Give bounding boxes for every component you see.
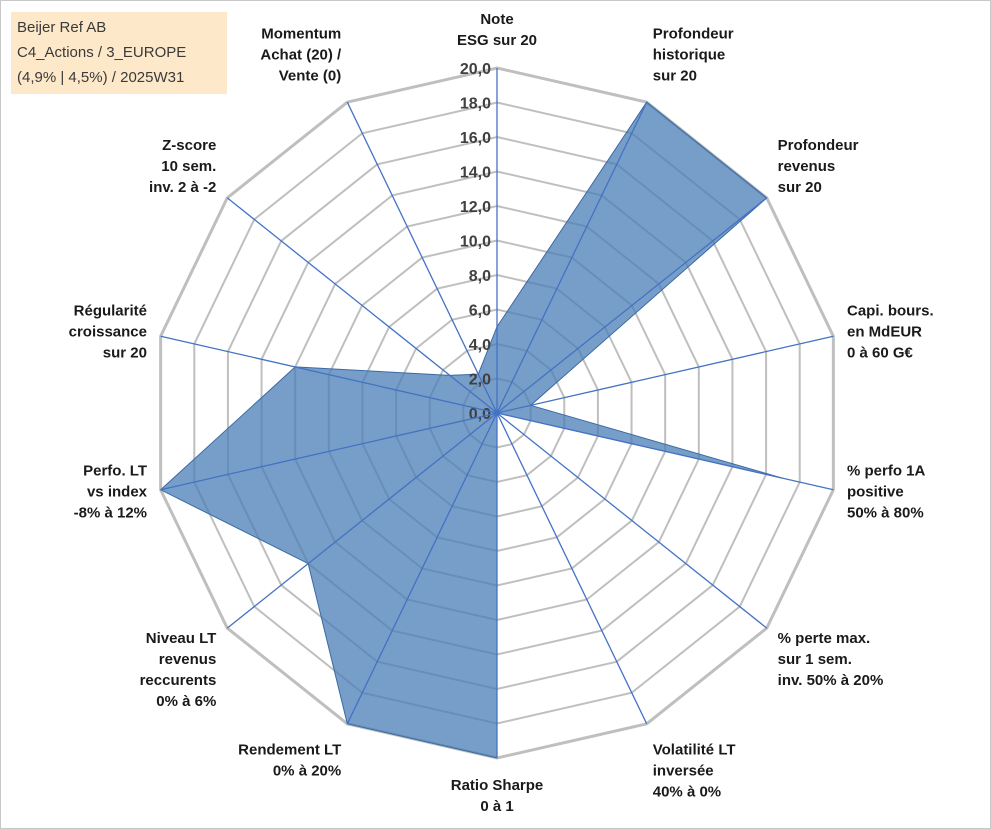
axis-label-line: Niveau LT xyxy=(146,630,217,647)
axis-label-line: -8% à 12% xyxy=(74,504,147,521)
axis-label-13: Momentum Achat (20) / Vente (0) xyxy=(260,26,342,85)
spoke-6 xyxy=(496,412,648,725)
axis-label-line: sur 20 xyxy=(653,68,697,85)
radar-tick-labels: 0,02,04,06,08,010,012,014,016,018,020,0 xyxy=(460,61,491,423)
axis-label-line: revenus xyxy=(159,651,217,668)
spoke-3 xyxy=(496,335,834,414)
title-box: Beijer Ref AB C4_Actions / 3_EUROPE (4,9… xyxy=(11,12,227,94)
tick-label: 20,0 xyxy=(460,61,491,78)
axis-label-line: Z-score xyxy=(162,137,216,154)
axis-label-line: sur 20 xyxy=(103,345,147,362)
axis-label-line: reccurents xyxy=(140,672,217,689)
title-line-company: Beijer Ref AB xyxy=(17,19,107,36)
axis-label-line: 10 sem. xyxy=(161,158,216,175)
axis-label-line: croissance xyxy=(69,324,147,341)
tick-label: 4,0 xyxy=(469,337,491,354)
axis-label-0: Note ESG sur 20 xyxy=(457,11,537,49)
spoke-13 xyxy=(346,101,498,414)
tick-label: 6,0 xyxy=(469,303,491,320)
title-line-category: C4_Actions / 3_EUROPE xyxy=(17,44,187,61)
axis-label-9: Niveau LT revenus reccurents 0% à 6% xyxy=(140,630,217,710)
axis-label-line: Note xyxy=(480,11,513,28)
tick-label: 8,0 xyxy=(469,268,491,285)
axis-label-line: en MdEUR xyxy=(847,324,922,341)
axis-label-6: Volatilité LT inversée 40% à 0% xyxy=(653,741,736,800)
spoke-1 xyxy=(496,101,648,414)
axis-label-line: Régularité xyxy=(74,303,147,320)
spoke-2 xyxy=(496,197,768,414)
spoke-12 xyxy=(226,197,498,414)
spoke-5 xyxy=(496,412,768,629)
axis-label-5: % perte max. sur 1 sem. inv. 50% à 20% xyxy=(778,630,884,689)
axis-label-1: Profondeur historique sur 20 xyxy=(653,26,734,85)
axis-label-line: 0 à 60 G€ xyxy=(847,345,914,362)
axis-label-3: Capi. bours. en MdEUR 0 à 60 G€ xyxy=(847,303,934,362)
radar-axis-labels: Note ESG sur 20 Profondeur historique sur 20… xyxy=(69,11,934,815)
axis-label-line: sur 20 xyxy=(778,179,822,196)
axis-label-line: % perte max. xyxy=(778,630,871,647)
axis-label-line: sur 1 sem. xyxy=(778,651,852,668)
spoke-11 xyxy=(160,335,498,414)
tick-label: 18,0 xyxy=(460,96,491,113)
title-line-period: (4,9% | 4,5%) / 2025W31 xyxy=(17,69,185,86)
tick-label: 16,0 xyxy=(460,130,491,147)
radar-series xyxy=(159,101,784,759)
axis-label-line: Rendement LT xyxy=(238,741,341,758)
tick-label: 2,0 xyxy=(469,372,491,389)
axis-label-line: historique xyxy=(653,47,726,64)
axis-label-line: Profondeur xyxy=(778,137,859,154)
axis-label-line: Volatilité LT xyxy=(653,741,736,758)
axis-label-2: Profondeur revenus sur 20 xyxy=(778,137,859,196)
series-area xyxy=(159,101,784,759)
spoke-4 xyxy=(496,412,834,491)
axis-label-line: Ratio Sharpe xyxy=(451,777,544,794)
axis-label-line: ESG sur 20 xyxy=(457,32,537,49)
axis-label-8: Rendement LT 0% à 20% xyxy=(238,741,341,779)
spoke-8 xyxy=(346,412,498,725)
axis-label-line: inversée xyxy=(653,762,714,779)
axis-label-line: 50% à 80% xyxy=(847,504,924,521)
axis-label-line: 40% à 0% xyxy=(653,783,721,800)
axis-label-line: 0% à 6% xyxy=(156,693,216,710)
radar-spokes xyxy=(160,68,834,758)
tick-label: 12,0 xyxy=(460,199,491,216)
tick-label: 14,0 xyxy=(460,165,491,182)
axis-label-line: vs index xyxy=(87,483,148,500)
axis-label-line: 0 à 1 xyxy=(480,798,513,815)
spoke-10 xyxy=(160,412,498,491)
axis-label-line: revenus xyxy=(778,158,836,175)
axis-label-line: Momentum xyxy=(261,26,341,43)
axis-label-4: % perfo 1A positive 50% à 80% xyxy=(847,462,926,521)
axis-label-12: Z-score 10 sem. inv. 2 à -2 xyxy=(149,137,216,196)
axis-label-10: Perfo. LT vs index -8% à 12% xyxy=(74,462,148,521)
axis-label-11: Régularité croissance sur 20 xyxy=(69,303,147,362)
axis-label-line: Perfo. LT xyxy=(83,462,147,479)
axis-label-line: Achat (20) / xyxy=(260,47,342,64)
axis-label-line: % perfo 1A xyxy=(847,462,926,479)
axis-label-line: positive xyxy=(847,483,904,500)
spoke-9 xyxy=(226,412,498,629)
axis-label-7: Ratio Sharpe 0 à 1 xyxy=(451,777,544,815)
axis-label-line: inv. 50% à 20% xyxy=(778,672,884,689)
axis-label-line: Vente (0) xyxy=(279,68,342,85)
tick-label: 10,0 xyxy=(460,234,491,251)
axis-label-line: 0% à 20% xyxy=(273,762,341,779)
axis-label-line: Capi. bours. xyxy=(847,303,934,320)
axis-label-line: Profondeur xyxy=(653,26,734,43)
axis-label-line: inv. 2 à -2 xyxy=(149,179,216,196)
